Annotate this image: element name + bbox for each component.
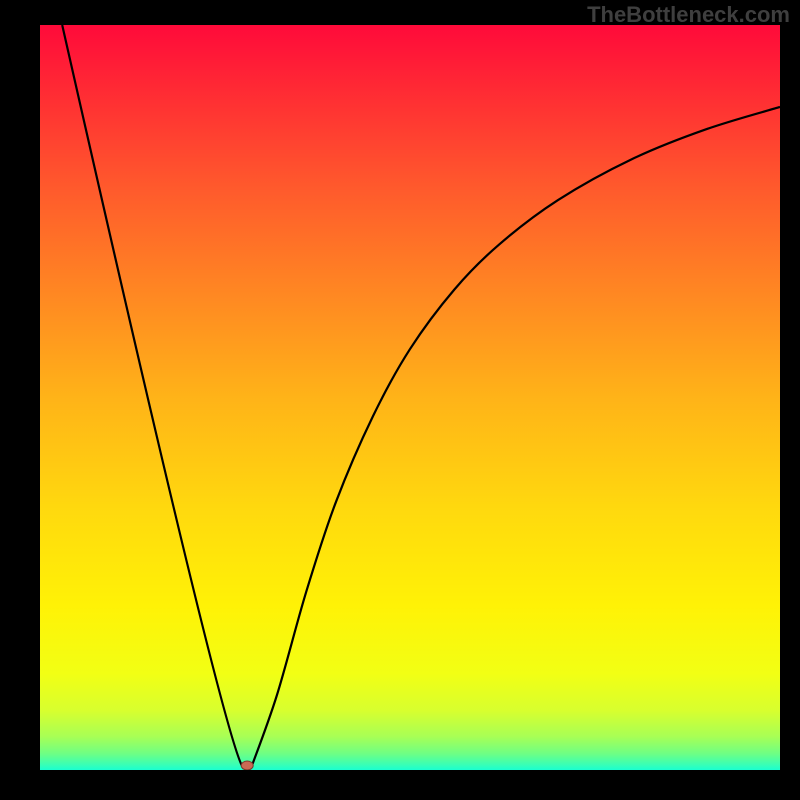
gradient-background: [40, 25, 780, 770]
chart-container: TheBottleneck.com: [0, 0, 800, 800]
chart-svg: [40, 25, 780, 770]
attribution-text: TheBottleneck.com: [587, 2, 790, 28]
bottleneck-marker: [241, 761, 253, 770]
plot-area: [40, 25, 780, 770]
